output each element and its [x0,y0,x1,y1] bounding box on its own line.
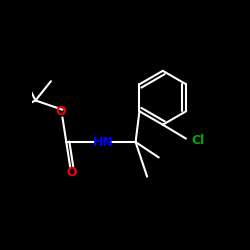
Text: O: O [56,105,66,118]
Text: O: O [66,166,77,179]
Text: HN: HN [93,136,114,148]
Text: Cl: Cl [191,134,204,147]
